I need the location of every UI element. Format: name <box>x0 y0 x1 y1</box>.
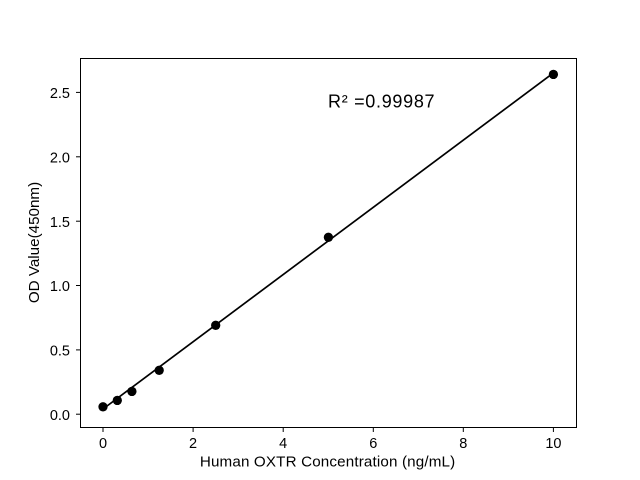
svg-text:1.0: 1.0 <box>50 279 70 295</box>
svg-text:2.0: 2.0 <box>50 150 70 166</box>
svg-text:10: 10 <box>545 436 561 452</box>
svg-text:0.0: 0.0 <box>50 408 70 424</box>
svg-text:1.5: 1.5 <box>50 215 70 231</box>
svg-text:2: 2 <box>189 436 197 452</box>
svg-text:0: 0 <box>99 436 107 452</box>
svg-text:R² =0.99987: R² =0.99987 <box>328 92 435 112</box>
svg-text:Human OXTR Concentration (ng/m: Human OXTR Concentration (ng/mL) <box>200 454 456 471</box>
svg-text:OD Value(450nm): OD Value(450nm) <box>26 182 43 303</box>
svg-text:6: 6 <box>369 436 377 452</box>
svg-text:8: 8 <box>459 436 467 452</box>
svg-text:0.5: 0.5 <box>50 344 70 360</box>
svg-text:2.5: 2.5 <box>50 86 70 102</box>
svg-text:4: 4 <box>279 436 287 452</box>
